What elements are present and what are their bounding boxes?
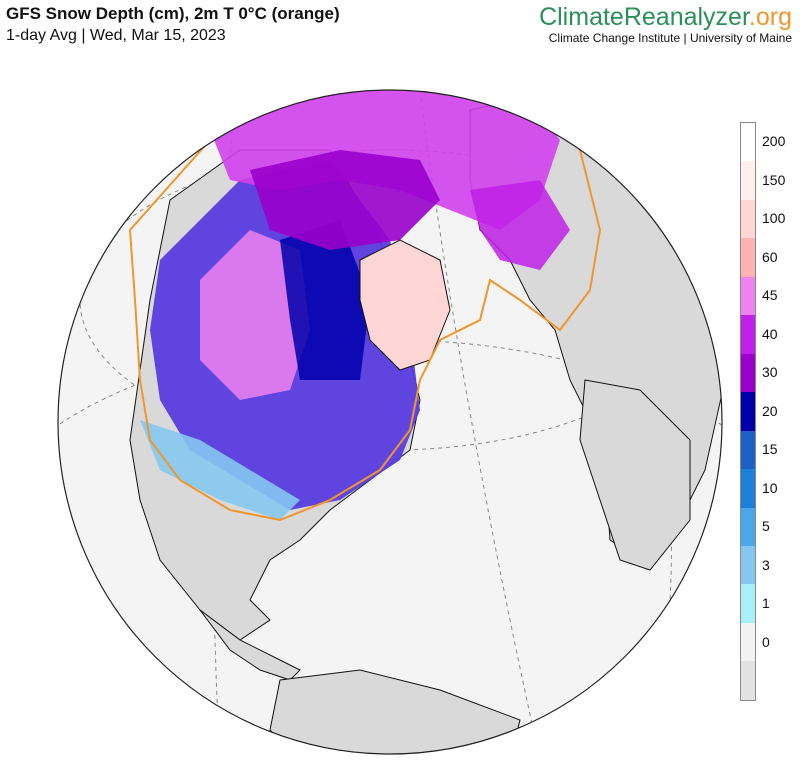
page-subtitle: 1-day Avg | Wed, Mar 15, 2023 bbox=[6, 27, 226, 44]
snow-canadian-heavy bbox=[200, 230, 310, 400]
legend-swatch bbox=[741, 392, 755, 431]
legend-label: 200 bbox=[762, 133, 786, 150]
legend-label: 3 bbox=[762, 556, 770, 573]
legend-swatch bbox=[741, 276, 755, 316]
brand-logo[interactable]: ClimateReanalyzer.org Climate Change Ins… bbox=[539, 2, 792, 45]
page-title: GFS Snow Depth (cm), 2m T 0°C (orange) bbox=[6, 4, 340, 23]
legend-swatch bbox=[741, 123, 755, 162]
color-legend: 200 150 100 60 45 40 30 20 15 10 5 3 1 0 bbox=[740, 122, 796, 702]
legend-swatch bbox=[741, 161, 755, 200]
freezing-line bbox=[128, 90, 602, 522]
legend-swatch bbox=[741, 661, 755, 700]
legend-label: 15 bbox=[762, 441, 778, 458]
legend-swatch bbox=[741, 622, 755, 662]
snow-scandinavia bbox=[470, 180, 570, 270]
legend-swatch bbox=[741, 199, 755, 239]
legend-label: 45 bbox=[762, 287, 778, 304]
snow-arctic-basin bbox=[250, 150, 440, 250]
legend-label: 1 bbox=[762, 595, 770, 612]
legend-swatch bbox=[741, 315, 755, 354]
legend-label: 5 bbox=[762, 518, 770, 535]
legend-label: 150 bbox=[762, 171, 786, 188]
legend-colorbar bbox=[740, 122, 756, 701]
brand-part-reanalyzer: Reanalyzer bbox=[623, 3, 749, 31]
africa-land bbox=[579, 379, 691, 571]
legend-label: 10 bbox=[762, 479, 778, 496]
brand-subtitle: Climate Change Institute | University of… bbox=[548, 31, 792, 45]
brand-part-org: .org bbox=[748, 3, 792, 31]
globe-outline bbox=[57, 89, 723, 755]
legend-label: 30 bbox=[762, 364, 778, 381]
brand-part-climate: Climate bbox=[539, 3, 624, 31]
legend-label: 0 bbox=[762, 633, 770, 650]
legend-swatch bbox=[741, 353, 755, 393]
legend-swatch bbox=[741, 545, 755, 585]
brand-name: ClimateReanalyzer.org bbox=[539, 2, 792, 32]
legend-swatch bbox=[741, 469, 755, 508]
snow-hudson-bay bbox=[280, 220, 370, 380]
central-america-land bbox=[199, 609, 301, 681]
legend-swatch bbox=[741, 507, 755, 546]
snow-us-border bbox=[140, 420, 300, 520]
legend-label: 100 bbox=[762, 210, 786, 227]
legend-swatch bbox=[741, 238, 755, 277]
legend-label: 60 bbox=[762, 248, 778, 265]
legend-label: 40 bbox=[762, 325, 778, 342]
legend-swatch bbox=[741, 430, 755, 470]
legend-label: 20 bbox=[762, 402, 778, 419]
legend-swatch bbox=[741, 584, 755, 623]
